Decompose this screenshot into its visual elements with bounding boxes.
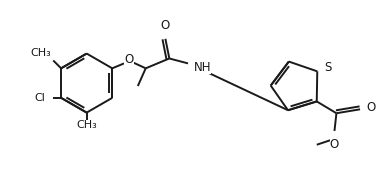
Text: CH₃: CH₃: [31, 48, 51, 58]
Text: CH₃: CH₃: [76, 120, 97, 130]
Text: Cl: Cl: [34, 93, 45, 103]
Text: O: O: [330, 138, 339, 151]
Text: O: O: [125, 53, 134, 66]
Text: O: O: [366, 101, 375, 114]
Text: S: S: [324, 61, 332, 74]
Text: O: O: [161, 19, 170, 32]
Text: NH: NH: [194, 61, 211, 74]
